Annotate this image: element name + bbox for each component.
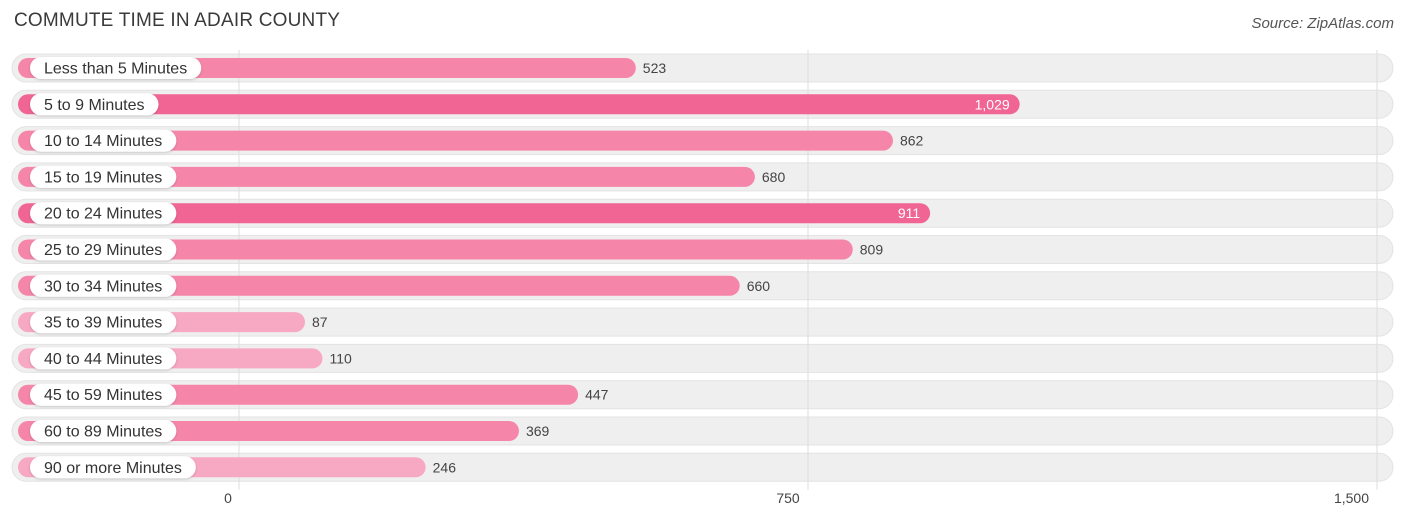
value-label: 680 [762,169,786,185]
value-label: 87 [312,314,328,330]
category-label: Less than 5 Minutes [44,61,187,78]
row-track [11,343,1394,373]
value-label: 369 [526,423,550,439]
category-pill [30,57,202,79]
bar [18,94,1020,115]
bar [18,203,931,224]
value-label: 660 [747,278,771,294]
category-pill [30,347,177,370]
category-label: 10 to 14 Minutes [44,133,162,150]
category-pill [30,129,177,152]
category-pill [30,238,177,261]
value-label: 862 [900,133,924,149]
chart-title: COMMUTE TIME IN ADAIR COUNTY [14,10,341,31]
category-pill [30,202,177,225]
category-label: 90 or more Minutes [44,460,182,477]
category-label: 25 to 29 Minutes [44,242,162,259]
bar [18,239,853,260]
value-label: 1,029 [975,96,1010,112]
value-label: 110 [329,350,352,366]
x-tick-label: 750 [776,490,800,506]
bar [18,166,755,187]
bar [18,130,893,151]
category-pill [30,420,177,442]
category-label: 30 to 34 Minutes [44,278,162,295]
category-pill [30,93,159,116]
row-track [11,307,1394,337]
category-label: 40 to 44 Minutes [44,351,162,368]
value-label: 523 [643,60,667,76]
category-pill [30,165,177,188]
category-label: 60 to 89 Minutes [44,424,162,441]
category-label: 45 to 59 Minutes [44,387,162,404]
category-pill [30,311,177,334]
bar [18,275,740,296]
category-pill [30,456,196,479]
category-pill [30,274,177,297]
category-label: 5 to 9 Minutes [44,97,145,114]
value-label: 447 [585,387,609,403]
category-label: 20 to 24 Minutes [44,206,162,223]
category-label: 35 to 39 Minutes [44,315,162,332]
value-label: 911 [898,205,921,221]
x-tick-label: 1,500 [1334,490,1369,506]
value-label: 246 [433,459,457,475]
x-tick-label: 0 [224,490,232,506]
category-label: 15 to 19 Minutes [44,169,162,186]
category-pill [30,383,177,406]
chart-source: Source: ZipAtlas.com [1251,15,1394,32]
value-label: 809 [860,242,884,258]
